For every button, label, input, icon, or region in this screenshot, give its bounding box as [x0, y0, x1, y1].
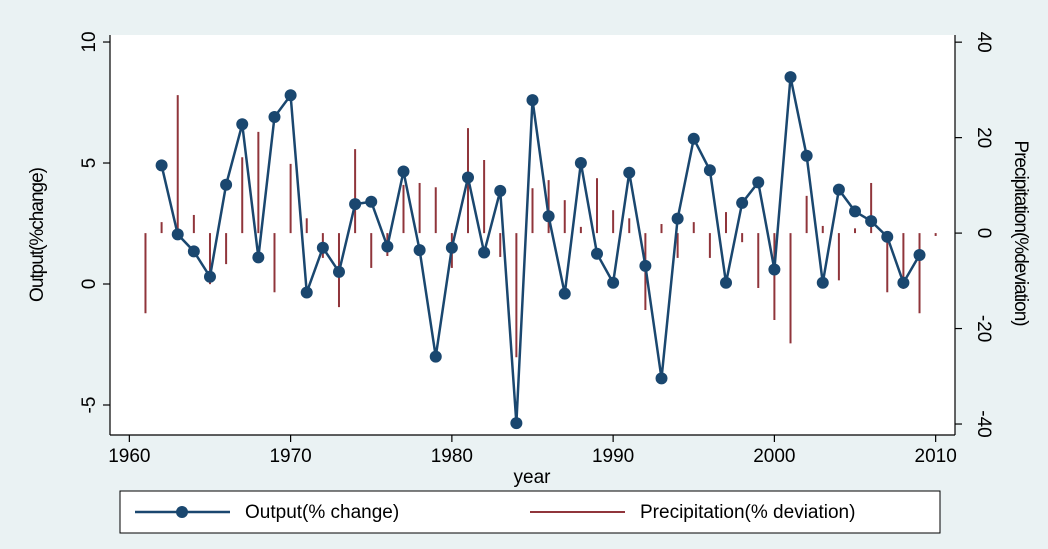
output-marker	[752, 176, 765, 189]
legend-label: Output(% change)	[245, 502, 399, 523]
output-marker	[220, 178, 233, 191]
output-marker	[687, 132, 700, 145]
output-marker	[784, 71, 797, 84]
output-marker	[542, 210, 555, 223]
output-marker	[349, 198, 362, 211]
output-marker	[623, 166, 636, 179]
y2-tick-label: 0	[973, 228, 994, 239]
y2-tick-label: 40	[973, 32, 994, 53]
output-marker	[413, 244, 426, 257]
output-marker	[429, 350, 442, 363]
output-marker	[397, 165, 410, 178]
y2-tick-label: -40	[973, 410, 994, 437]
x-axis-title: year	[514, 467, 552, 488]
output-marker	[832, 183, 845, 196]
output-marker	[671, 212, 684, 225]
output-marker	[381, 240, 394, 253]
output-marker	[768, 263, 781, 276]
output-marker	[316, 241, 329, 254]
output-marker	[655, 372, 668, 385]
output-marker	[816, 276, 829, 289]
x-tick-label: 1970	[269, 446, 311, 467]
legend	[119, 490, 941, 534]
output-marker	[494, 184, 507, 197]
y-tick-label: 5	[79, 158, 100, 169]
output-marker	[736, 196, 749, 209]
y2-axis-title: Precipitation(%deviation)	[1010, 140, 1031, 326]
output-marker	[171, 228, 184, 241]
output-marker	[865, 215, 878, 228]
output-marker	[703, 164, 716, 177]
output-marker	[574, 157, 587, 170]
output-marker	[881, 230, 894, 243]
y2-tick-label: 20	[973, 127, 994, 148]
output-marker	[558, 287, 571, 300]
x-tick-label: 1960	[108, 446, 150, 467]
output-marker	[510, 417, 523, 430]
output-marker	[268, 111, 281, 124]
output-marker	[591, 247, 604, 260]
output-marker	[155, 159, 168, 172]
output-marker	[300, 286, 313, 299]
output-marker	[236, 118, 249, 131]
output-marker	[849, 205, 862, 218]
output-marker	[478, 246, 491, 259]
legend-label: Precipitation(% deviation)	[640, 502, 855, 523]
x-tick-label: 1980	[431, 446, 473, 467]
output-marker	[252, 251, 265, 264]
output-marker	[897, 276, 910, 289]
y-axis-title: Output(%change)	[27, 167, 48, 302]
output-marker	[187, 245, 200, 258]
y2-tick-label: -20	[973, 315, 994, 342]
output-marker	[800, 149, 813, 162]
output-marker	[284, 89, 297, 102]
x-tick-label: 2000	[753, 446, 795, 467]
output-marker	[607, 276, 620, 289]
x-tick-label: 1990	[592, 446, 634, 467]
output-marker	[639, 259, 652, 272]
output-marker	[445, 241, 458, 254]
y-tick-label: 0	[79, 279, 100, 290]
y-tick-label: -5	[79, 397, 100, 414]
output-marker	[461, 171, 474, 184]
output-marker	[365, 195, 378, 208]
output-marker	[913, 248, 926, 261]
output-marker	[332, 265, 345, 278]
y-tick-label: 10	[79, 31, 100, 52]
legend-marker	[176, 506, 188, 518]
output-marker	[526, 94, 539, 107]
output-marker	[203, 270, 216, 283]
output-marker	[720, 276, 733, 289]
x-tick-label: 2010	[915, 446, 957, 467]
